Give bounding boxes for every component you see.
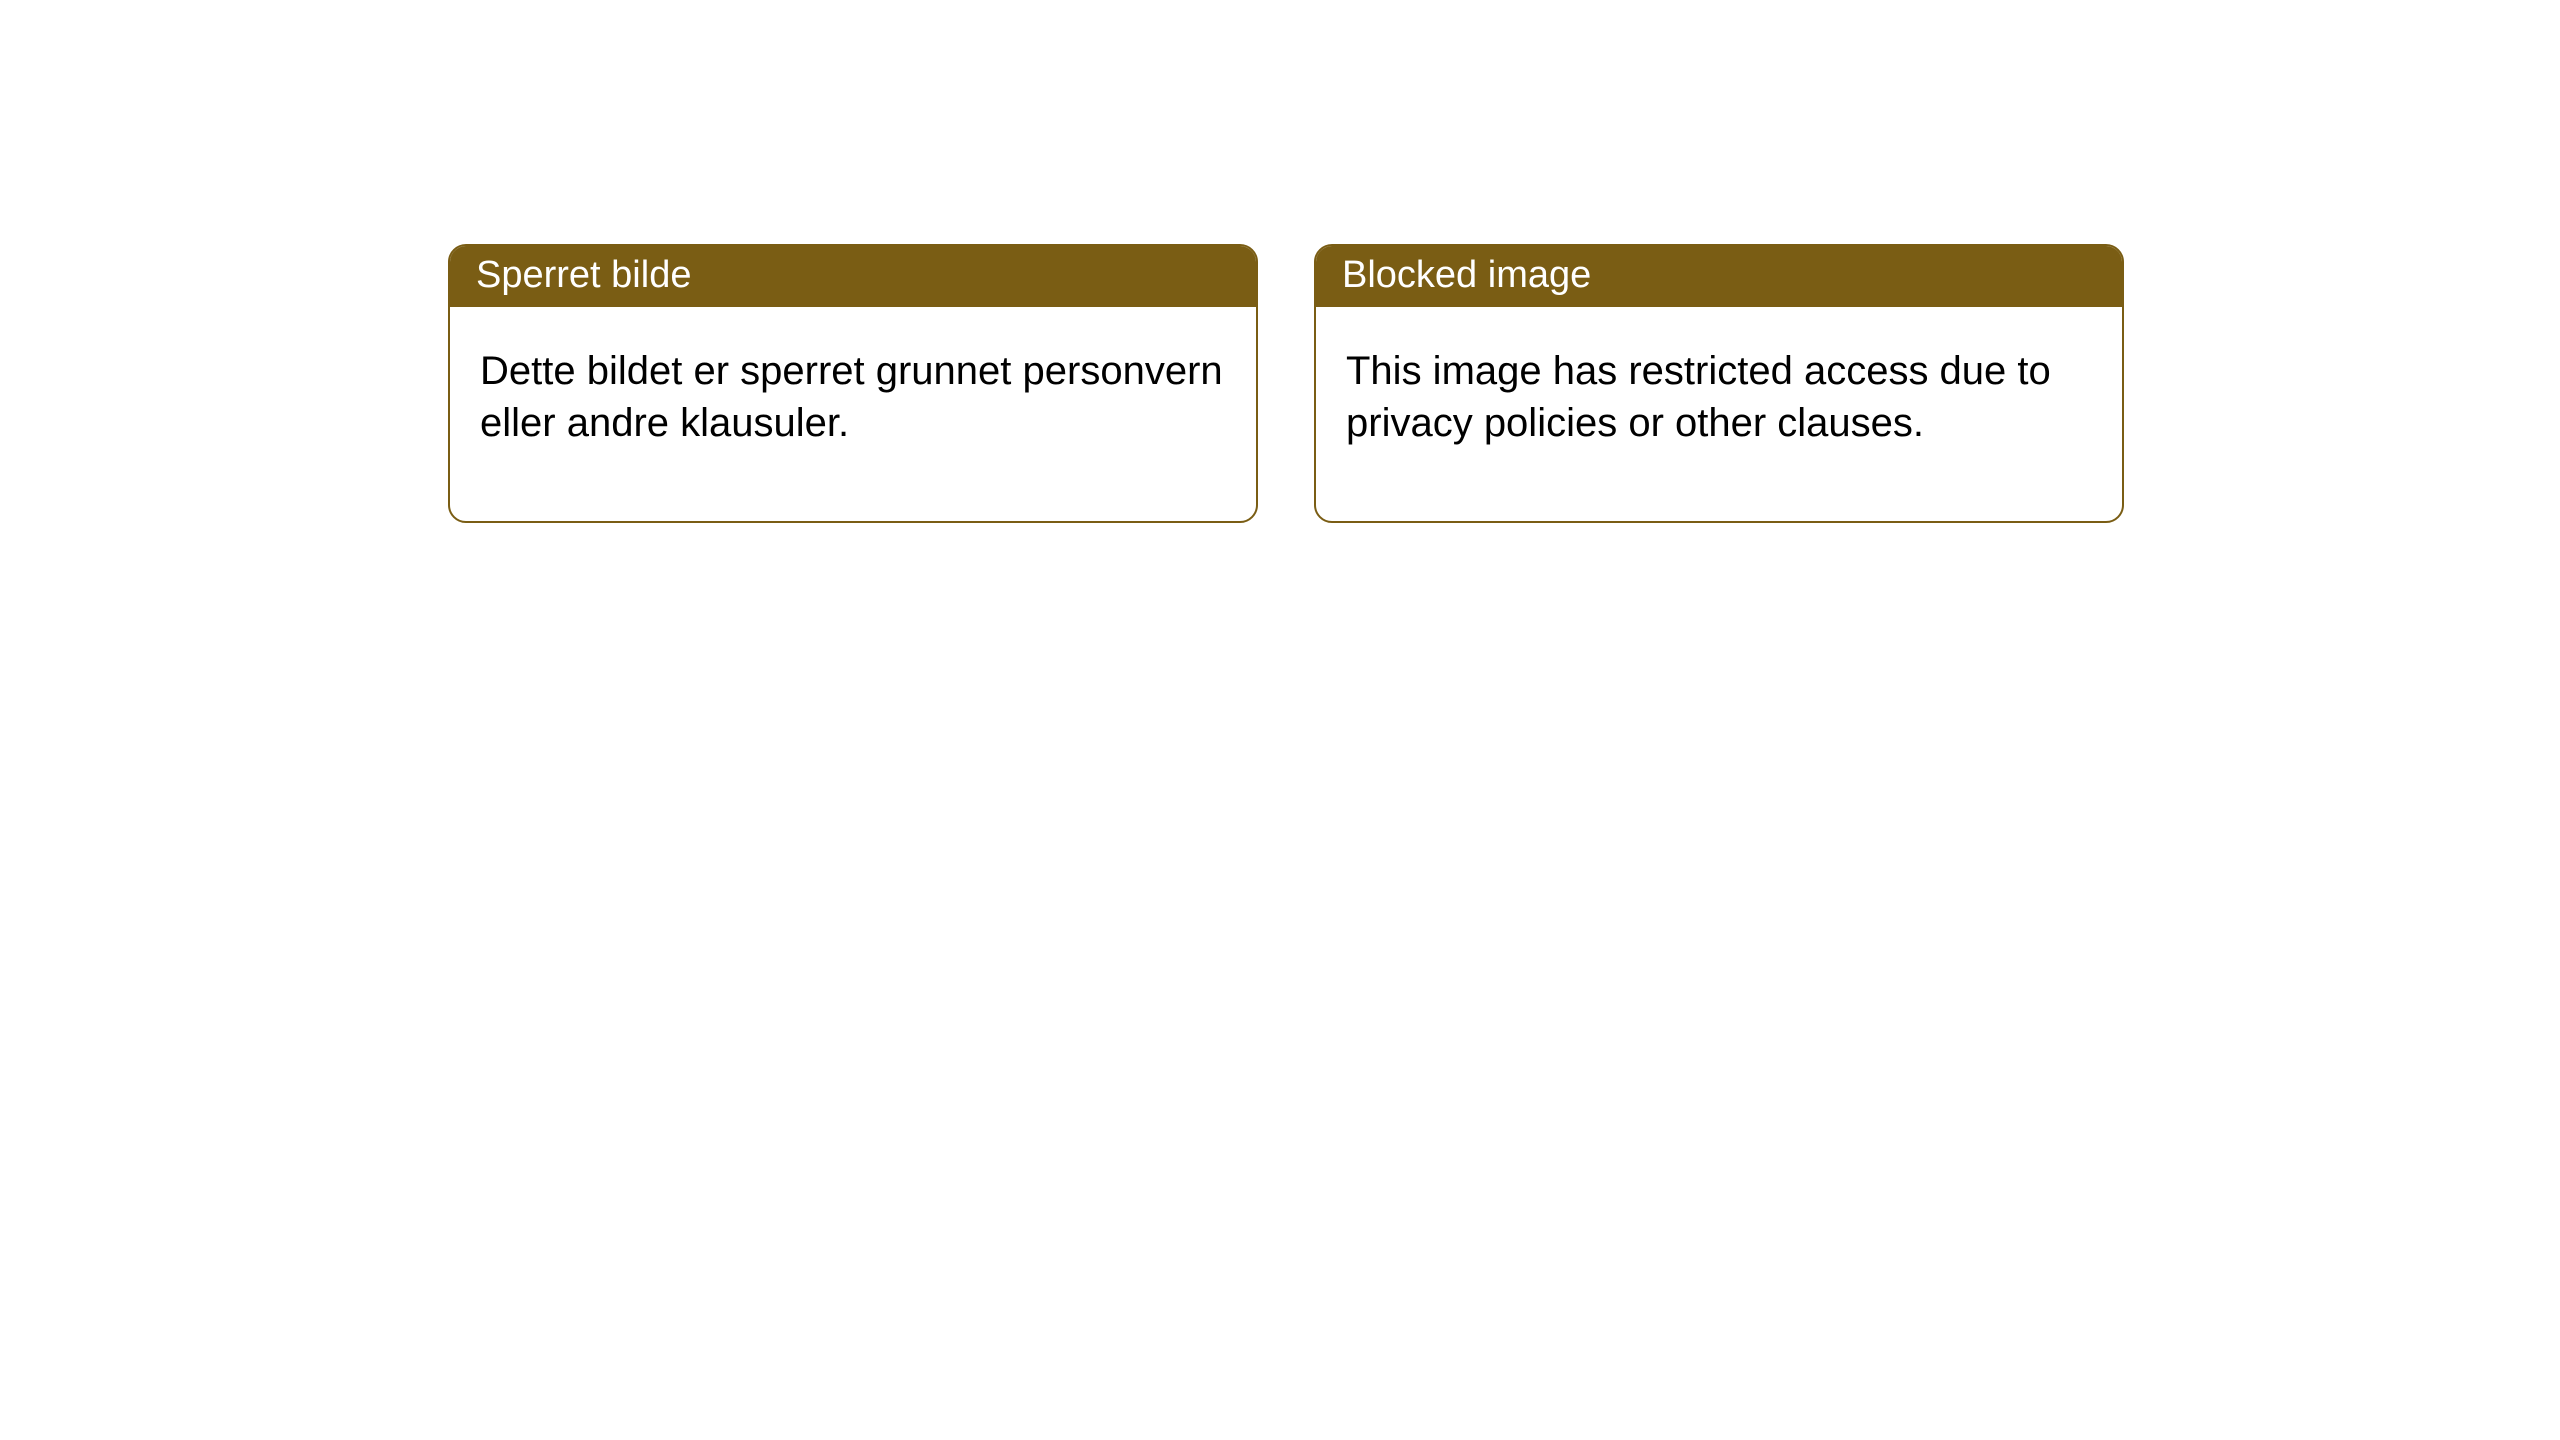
notice-body: Dette bildet er sperret grunnet personve… [450, 307, 1256, 521]
notice-card-norwegian: Sperret bilde Dette bildet er sperret gr… [448, 244, 1258, 523]
notice-header: Blocked image [1316, 246, 2122, 307]
notice-card-english: Blocked image This image has restricted … [1314, 244, 2124, 523]
notice-header: Sperret bilde [450, 246, 1256, 307]
notice-body: This image has restricted access due to … [1316, 307, 2122, 521]
notice-container: Sperret bilde Dette bildet er sperret gr… [0, 0, 2560, 523]
